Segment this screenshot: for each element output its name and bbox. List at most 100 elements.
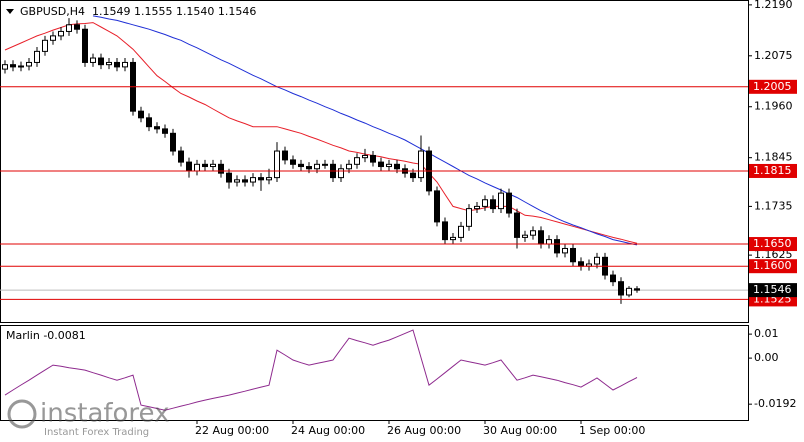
y-tick-label: 0.00 [754,351,779,364]
level-label-box [749,163,797,178]
candle-body [34,50,40,63]
candle-body [82,28,88,63]
candle-body [522,234,528,238]
candle-body [306,166,312,170]
candle-body [170,132,176,152]
candle-body [458,225,464,238]
candle-body [362,154,368,159]
candle-body [298,163,304,168]
candle-body [282,150,288,161]
candle-body [338,168,344,179]
x-tick-label: 26 Aug 00:00 [387,424,461,437]
watermark-icon [7,399,37,429]
candle-body [314,163,320,170]
line [92,15,638,246]
candle-body [274,150,280,179]
y-tick-label: 1.2075 [754,49,793,62]
x-tick-label: 24 Aug 00:00 [291,424,365,437]
candle-body [234,179,240,183]
watermark-tagline: Instant Forex Trading [44,427,149,438]
y-tick-label: 1.1960 [754,100,793,113]
y-tick-label: 1.1625 [754,248,793,261]
candle-body [450,236,456,241]
candle-body [2,64,8,70]
chart-title: GBPUSD,H4 1.1549 1.1555 1.1540 1.1546 [20,5,256,18]
candle-body [554,239,560,254]
candle-body [626,287,632,296]
level-label-box [749,237,797,252]
candle-body [66,24,72,32]
candle-body [194,163,200,172]
candle-body [514,212,520,238]
candle-body [266,177,272,181]
candle-body [386,163,392,168]
candle-body [226,172,232,183]
osc-frame [0,325,749,421]
main-frame [0,0,749,323]
indicator-title: Marlin -0.0081 [6,329,86,342]
candle-body [74,24,80,30]
candle-body [634,288,640,291]
candle-body [10,64,16,68]
candle-body [290,159,296,165]
candle-body [18,65,24,68]
candle-body [98,57,104,66]
y-tick-label: 1.1845 [754,151,793,164]
candle-body [186,161,192,172]
candle-body [178,150,184,163]
candle-body [618,281,624,296]
current-price-box [749,283,797,298]
candle-body [154,126,160,130]
candle-body [146,117,152,128]
candle-body [106,61,112,66]
candle-body [570,247,576,263]
candle-body [258,177,264,181]
candle-body [506,192,512,214]
candle-body [114,61,120,68]
candle-body [242,179,248,183]
candle-body [546,239,552,245]
candle-body [90,57,96,63]
candle-body [442,221,448,241]
watermark-brand: instaforex [40,399,169,429]
line [4,22,638,244]
candle-body [354,157,360,165]
candle-body [610,274,616,283]
x-tick-label: 22 Aug 00:00 [195,424,269,437]
candle-body [50,35,56,41]
x-tick-label: 30 Aug 00:00 [483,424,557,437]
level-label-box [749,259,797,274]
level-label: 1.1650 [753,237,792,250]
candle-body [122,61,128,68]
current-price-label: 1.1546 [753,283,792,296]
candle-body [346,163,352,170]
y-tick-label: 1.1735 [754,199,793,212]
line [4,329,638,411]
candle-body [370,154,376,163]
candle-body [322,163,328,166]
y-tick-label: 0.01 [754,327,779,340]
candle-body [250,177,256,183]
candle-body [594,256,600,265]
candle-body [138,110,144,119]
candle-body [162,128,168,134]
candle-body [394,163,400,170]
candle-body [410,172,416,179]
candle-body [26,61,32,67]
x-tick-label: 1 Sep 00:00 [579,424,645,437]
menu-triangle [6,9,14,14]
candle-body [434,190,440,223]
candle-body [562,247,568,254]
candle-body [474,205,480,210]
candle-body [418,150,424,179]
candle-body [530,230,536,236]
candle-body [210,163,216,168]
level-label: 1.1815 [753,164,792,177]
candle-body [42,39,48,52]
candle-body [218,163,224,174]
candle-body [578,261,584,267]
candle-body [482,199,488,207]
